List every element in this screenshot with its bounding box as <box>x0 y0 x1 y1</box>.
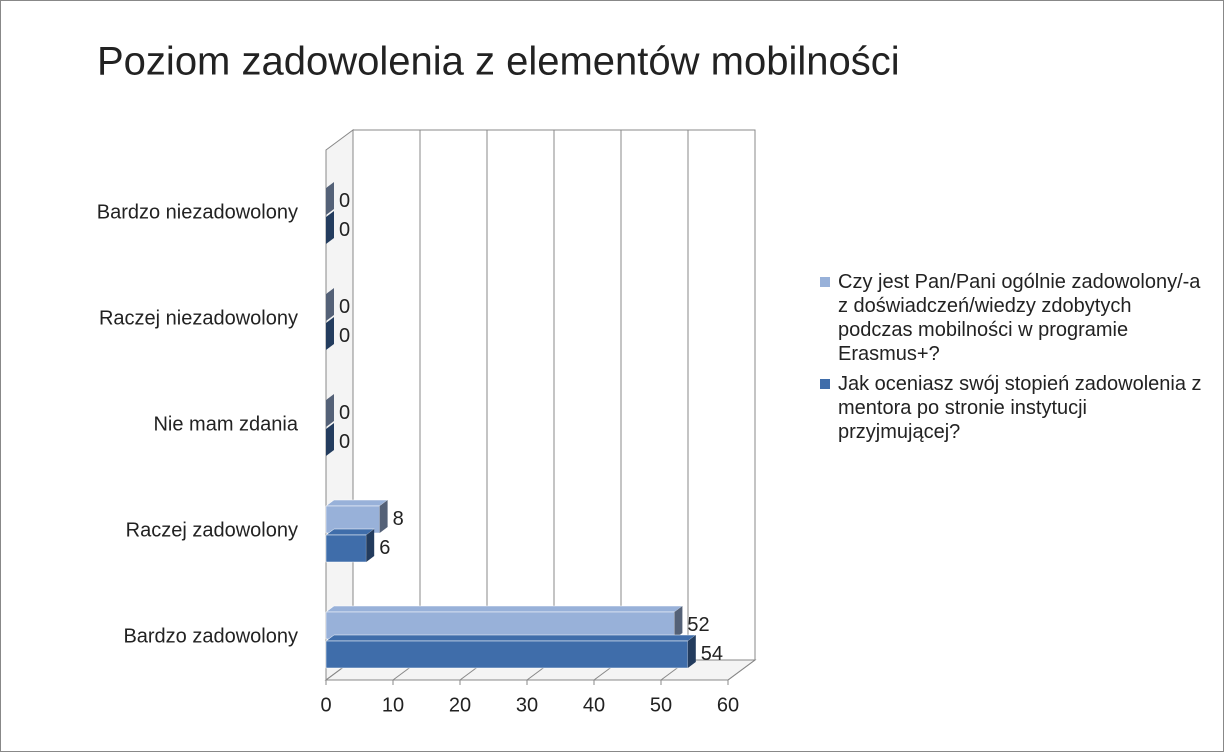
bar-end <box>326 394 334 427</box>
bar <box>325 640 689 669</box>
bar-end <box>366 529 375 562</box>
bar-end <box>326 317 334 350</box>
x-tick-label: 50 <box>650 694 672 716</box>
bar-top <box>325 528 375 536</box>
bar <box>325 534 367 563</box>
x-tick-label: 40 <box>583 694 605 716</box>
y-tick-label: Bardzo niezadowolony <box>97 201 298 223</box>
bar-end <box>379 500 388 533</box>
value-label: 0 <box>339 296 350 318</box>
floor-grid-line <box>727 659 756 681</box>
y-tick-label: Bardzo zadowolony <box>123 625 298 647</box>
y-tick-label: Nie mam zdania <box>153 413 298 435</box>
bar <box>325 505 380 534</box>
x-tick-label: 0 <box>320 694 331 716</box>
value-label: 8 <box>393 508 404 530</box>
x-tick-label: 20 <box>449 694 471 716</box>
bar-end <box>687 635 696 668</box>
y-tick-label: Raczej zadowolony <box>126 519 298 541</box>
legend-item: Czy jest Pan/Pani ogólnie zadowolony/-a … <box>818 270 1208 366</box>
value-label: 0 <box>339 190 350 212</box>
bar-top <box>325 499 389 507</box>
x-tick-label: 10 <box>382 694 404 716</box>
legend-label: Jak oceniasz swój stopień zadowolenia z … <box>838 373 1202 443</box>
legend-label: Czy jest Pan/Pani ogólnie zadowolony/-a … <box>838 271 1201 365</box>
legend-swatch <box>820 277 830 287</box>
bar-end <box>674 606 683 639</box>
value-label: 0 <box>339 219 350 241</box>
x-tick-label: 30 <box>516 694 538 716</box>
legend-item: Jak oceniasz swój stopień zadowolenia z … <box>818 372 1208 444</box>
value-label: 0 <box>339 325 350 347</box>
bar <box>325 611 675 640</box>
value-label: 54 <box>701 643 723 665</box>
legend-swatch <box>820 379 830 389</box>
x-tick-label: 60 <box>717 694 739 716</box>
bar-end <box>326 211 334 244</box>
value-label: 0 <box>339 402 350 424</box>
value-label: 52 <box>687 614 709 636</box>
bar-end <box>326 423 334 456</box>
y-tick-label: Raczej niezadowolony <box>99 307 298 329</box>
bar-end <box>326 288 334 321</box>
value-label: 0 <box>339 431 350 453</box>
legend: Czy jest Pan/Pani ogólnie zadowolony/-a … <box>818 270 1208 450</box>
chart-title: Poziom zadowolenia z elementów mobilnośc… <box>97 40 900 84</box>
bar-end <box>326 182 334 215</box>
bar-top <box>325 605 684 613</box>
bar-top <box>325 634 697 642</box>
value-label: 6 <box>379 537 390 559</box>
